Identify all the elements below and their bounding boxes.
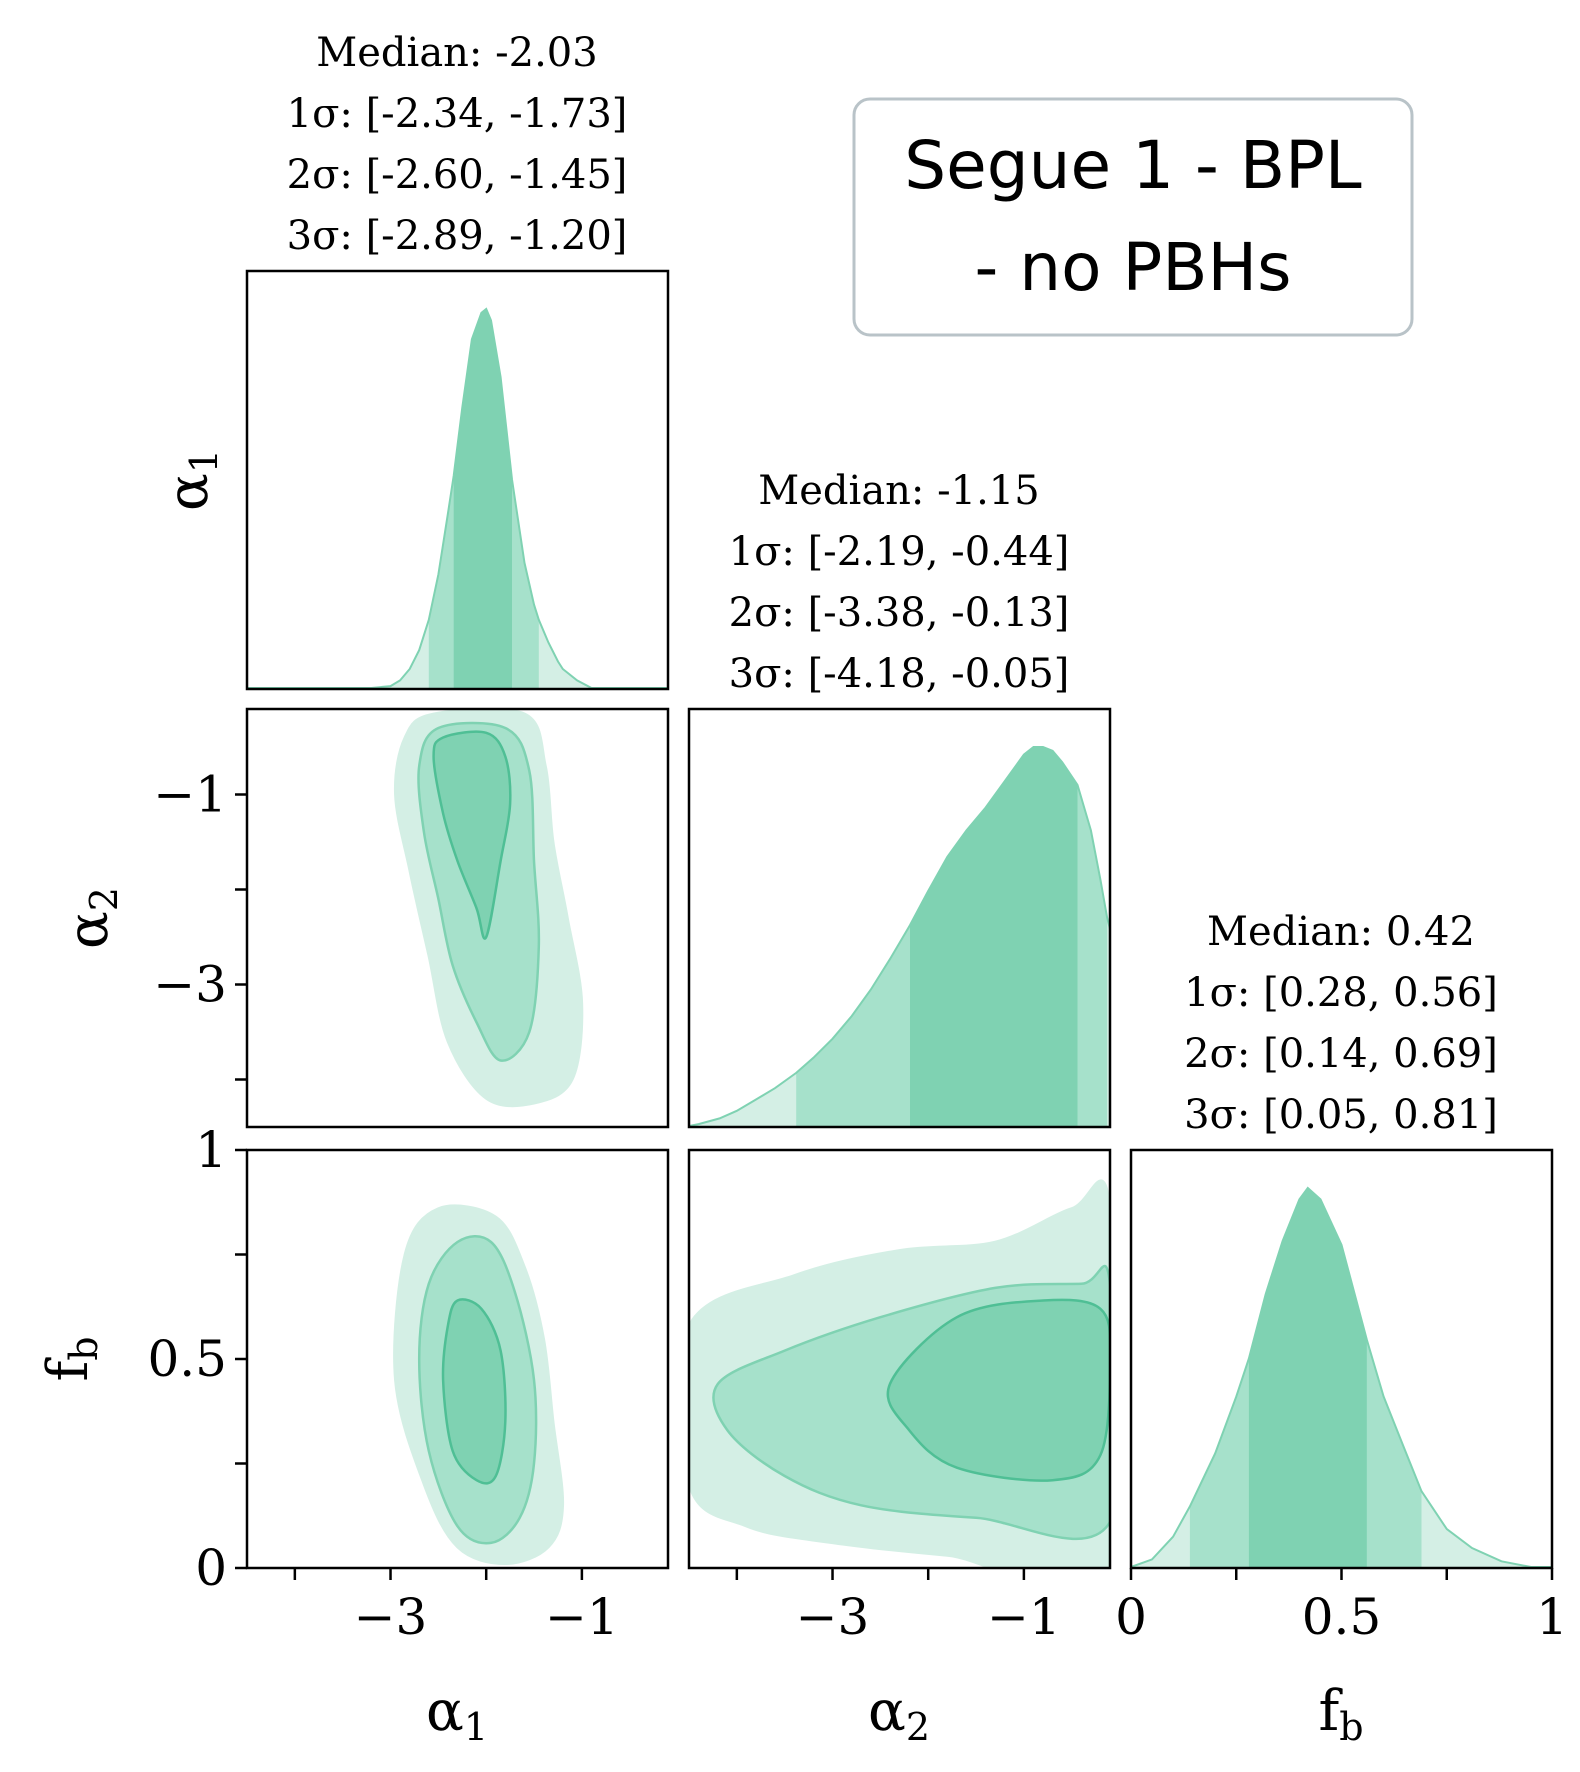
x-tick-label: 0 [1115, 1588, 1147, 1646]
y-tick-label: −1 [153, 766, 227, 824]
alpha2-stats-title: Median: -1.15 1σ: [-2.19, -0.44] 2σ: [-3… [729, 468, 1070, 697]
density-area-1sigma [453, 309, 512, 688]
joint-alpha1-alpha2-panel [393, 709, 584, 1108]
density-area-1sigma [910, 747, 1078, 1126]
y-tick-label: 0.5 [147, 1330, 227, 1388]
panel-frame [245, 707, 670, 1129]
panel-frame [245, 269, 670, 691]
panel-frame [687, 1148, 1112, 1570]
sigma1-text: 1σ: [-2.34, -1.73] [287, 91, 628, 137]
x-axis-label-alpha1: α1 [426, 1679, 488, 1749]
density-area-1sigma [1248, 1188, 1367, 1567]
panel-frame [687, 707, 1112, 1129]
sigma2-text: 2σ: [0.14, 0.69] [1184, 1031, 1498, 1077]
legend-box: Segue 1 - BPL - no PBHs [852, 97, 1414, 337]
x-tick-label: −3 [354, 1588, 428, 1646]
sigma2-text: 2σ: [-2.60, -1.45] [287, 152, 628, 198]
sigma1-text: 1σ: [0.28, 0.56] [1184, 970, 1498, 1016]
y-axis-label-alpha1: α1 [156, 449, 226, 511]
x-axis-label-fb: fb [1318, 1679, 1363, 1749]
median-text: Median: -2.03 [316, 30, 597, 76]
joint-alpha1-fb-panel [393, 1204, 565, 1566]
x-axis-label-alpha2: α2 [868, 1679, 930, 1749]
x-tick-label: −1 [545, 1588, 619, 1646]
x-tick-label: −3 [796, 1588, 870, 1646]
sigma3-text: 3σ: [-4.18, -0.05] [729, 651, 1070, 697]
contour-1sigma [432, 730, 512, 940]
joint-alpha2-fb-panel [689, 1179, 1110, 1568]
median-text: Median: 0.42 [1207, 909, 1475, 955]
alpha1-stats-title: Median: -2.03 1σ: [-2.34, -1.73] 2σ: [-2… [287, 30, 628, 259]
legend-frame [852, 97, 1414, 337]
sigma3-text: 3σ: [-2.89, -1.20] [287, 213, 628, 259]
density-curve [1131, 1186, 1552, 1568]
density-curve [689, 746, 1110, 1127]
y-tick-label: 0 [195, 1539, 227, 1597]
contour-1sigma [441, 1298, 507, 1485]
fb-stats-title: Median: 0.42 1σ: [0.28, 0.56] 2σ: [0.14,… [1184, 909, 1498, 1138]
x-tick-label: 1 [1536, 1588, 1568, 1646]
legend-line-1: Segue 1 - BPL [904, 127, 1362, 204]
sigma1-text: 1σ: [-2.19, -0.44] [729, 529, 1070, 575]
y-axis-label-fb: fb [36, 1336, 106, 1381]
y-tick-label: 1 [195, 1121, 227, 1179]
axis-ticks: −3 −1 −3 −1 0 0.5 1 −3 −1 0 0.5 1 [147, 766, 1567, 1647]
sigma2-text: 2σ: [-3.38, -0.13] [729, 590, 1070, 636]
legend-line-2: - no PBHs [974, 229, 1291, 306]
x-tick-label: 0.5 [1302, 1588, 1382, 1646]
y-tick-label: −3 [153, 956, 227, 1014]
x-tick-label: −1 [987, 1588, 1061, 1646]
median-text: Median: -1.15 [758, 468, 1039, 514]
density-curve [247, 307, 668, 689]
marginal-alpha1-panel [247, 307, 668, 689]
y-axis-label-alpha2: α2 [56, 887, 126, 949]
sigma3-text: 3σ: [0.05, 0.81] [1184, 1092, 1498, 1138]
marginal-fb-panel [1131, 1186, 1552, 1568]
marginal-alpha2-panel [689, 746, 1110, 1127]
